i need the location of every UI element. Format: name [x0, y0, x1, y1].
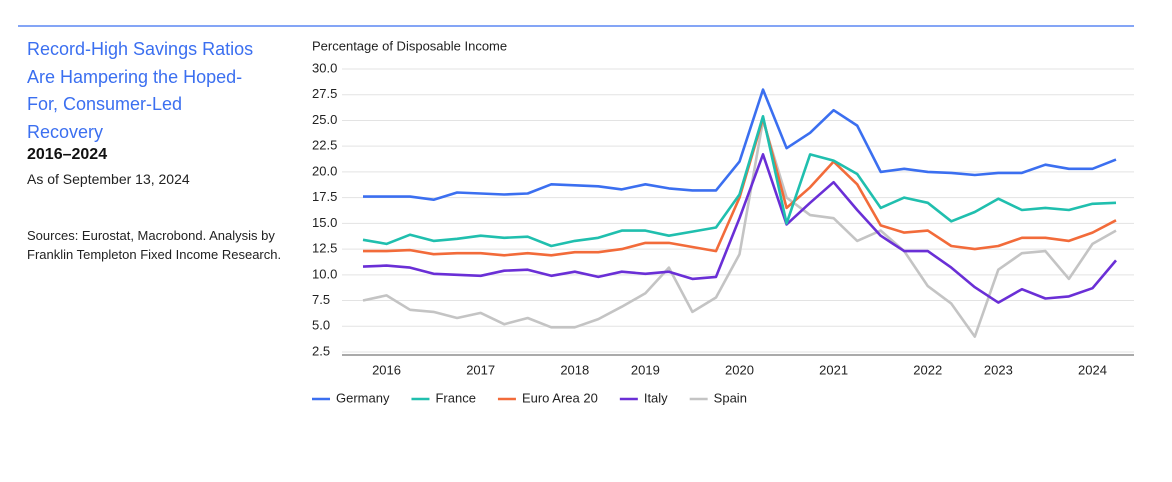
legend-label: Spain — [714, 390, 747, 405]
legend-label: Euro Area 20 — [522, 390, 598, 405]
legend-label: France — [435, 390, 475, 405]
y-tick-label: 7.5 — [312, 292, 330, 307]
x-tick-label: 2024 — [1078, 362, 1107, 377]
x-tick-label: 2020 — [725, 362, 754, 377]
y-tick-label: 10.0 — [312, 266, 337, 281]
date-note: As of September 13, 2024 — [27, 171, 190, 187]
subtitle: 2016–2024 — [27, 146, 108, 163]
series-line — [362, 119, 1117, 338]
legend-label: Germany — [336, 390, 390, 405]
legend-label: Italy — [644, 390, 668, 405]
y-tick-label: 27.5 — [312, 86, 337, 101]
y-tick-label: 30.0 — [312, 60, 337, 75]
y-tick-label: 15.0 — [312, 215, 337, 230]
y-tick-label: 5.0 — [312, 318, 330, 333]
x-tick-label: 2019 — [631, 362, 660, 377]
y-tick-label: 25.0 — [312, 112, 337, 127]
y-tick-label: 17.5 — [312, 189, 337, 204]
series-line — [363, 88, 1117, 201]
x-tick-label: 2022 — [913, 362, 942, 377]
x-tick-label: 2016 — [372, 362, 401, 377]
source: Sources: Eurostat, Macrobond. Analysis b… — [27, 228, 282, 262]
y-tick-label: 20.0 — [312, 163, 337, 178]
series-line — [363, 117, 1117, 257]
y-tick-label: 12.5 — [312, 241, 337, 256]
x-tick-label: 2021 — [819, 362, 848, 377]
x-tick-label: 2017 — [466, 362, 495, 377]
title: Record-High Savings Ratios Are Hampering… — [27, 39, 254, 142]
series-line — [362, 115, 1117, 248]
x-tick-label: 2018 — [560, 362, 589, 377]
series-line — [362, 153, 1117, 304]
y-axis-label: Percentage of Disposable Income — [312, 38, 507, 53]
y-tick-label: 2.5 — [312, 343, 330, 358]
x-tick-label: 2023 — [984, 362, 1013, 377]
y-tick-label: 22.5 — [312, 138, 337, 153]
